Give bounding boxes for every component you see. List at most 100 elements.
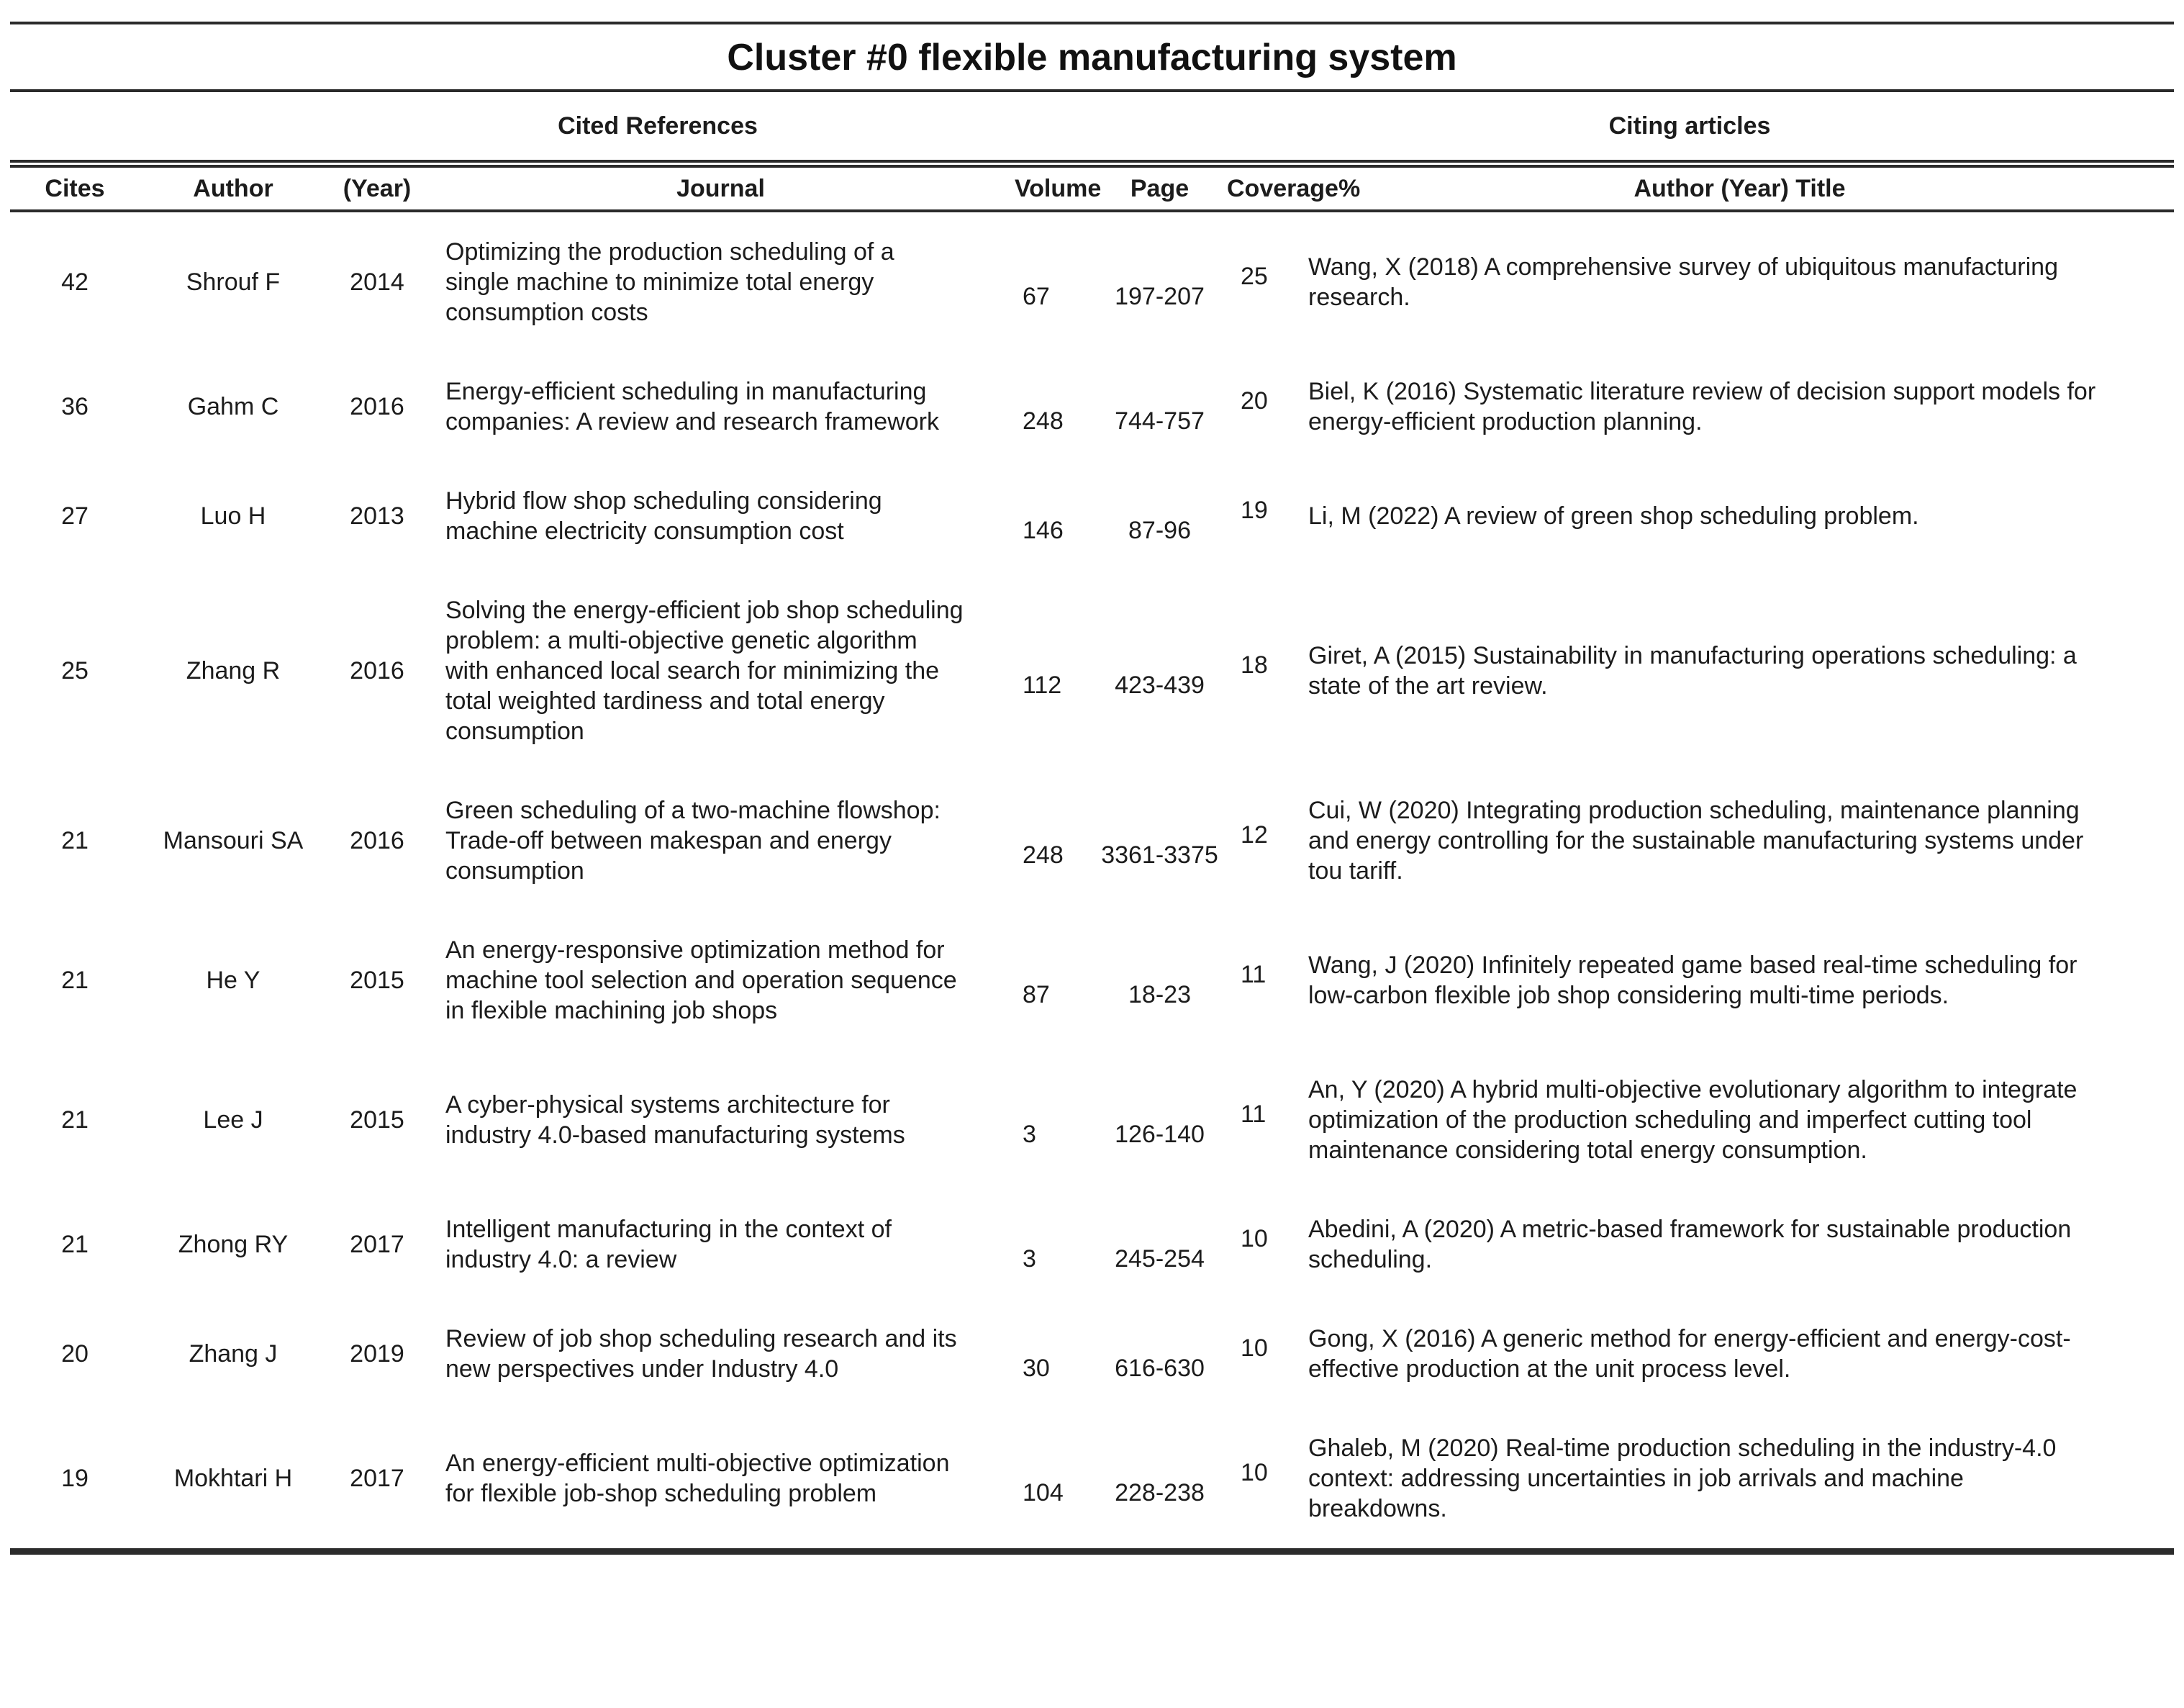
cited-reference-title: Intelligent manufacturing in the context… — [445, 1216, 892, 1273]
group-header-citing-articles: Citing articles — [1608, 112, 1771, 140]
cites-value: 19 — [61, 1465, 89, 1492]
cites-value: 36 — [61, 393, 89, 420]
column-header-coverage: Coverage% — [1226, 160, 1360, 212]
cited-reference-title: An energy-efficient multi-objective opti… — [445, 1450, 950, 1507]
citing-article: Ghaleb, M (2020) Real-time production sc… — [1308, 1434, 2057, 1522]
page-range: 18-23 — [1128, 981, 1191, 1008]
cited-reference-title: A cyber-physical systems architecture fo… — [445, 1091, 905, 1149]
cited-year: 2015 — [350, 967, 404, 994]
page-range: 744-757 — [1115, 407, 1205, 435]
table-row: 42 Shrouf F 2014 Optimizing the producti… — [10, 211, 2174, 352]
column-header-page: Page — [1093, 160, 1226, 212]
table-row: 36 Gahm C 2016 Energy-efficient scheduli… — [10, 352, 2174, 461]
cited-reference-title: Review of job shop scheduling research a… — [445, 1325, 957, 1383]
page-range: 197-207 — [1115, 283, 1205, 310]
table-row: 20 Zhang J 2019 Review of job shop sched… — [10, 1299, 2174, 1409]
references-table: Cited References Citing articles Cites A… — [10, 92, 2174, 1555]
cited-reference-title: Energy-efficient scheduling in manufactu… — [445, 378, 939, 435]
cited-author: Zhang J — [189, 1340, 278, 1368]
page-range: 616-630 — [1115, 1355, 1205, 1382]
page-range: 3361-3375 — [1101, 841, 1218, 869]
column-header-citing-author-year-title: Author (Year) Title — [1305, 160, 2174, 212]
cited-year: 2017 — [350, 1465, 404, 1492]
page-range: 245-254 — [1115, 1245, 1205, 1273]
table-row: 21 Lee J 2015 A cyber-physical systems a… — [10, 1050, 2174, 1190]
citing-article: An, Y (2020) A hybrid multi-objective ev… — [1308, 1076, 2077, 1164]
table-row: 19 Mokhtari H 2017 An energy-efficient m… — [10, 1409, 2174, 1552]
cites-value: 25 — [61, 657, 89, 684]
citing-article: Cui, W (2020) Integrating production sch… — [1308, 797, 2084, 885]
cites-value: 21 — [61, 967, 89, 994]
coverage-percent: 11 — [1241, 1101, 1267, 1128]
column-header-volume: Volume — [1014, 160, 1101, 212]
column-header-cites: Cites — [10, 160, 140, 212]
coverage-percent: 18 — [1241, 651, 1268, 679]
cited-year: 2016 — [350, 827, 404, 854]
cited-reference-title: An energy-responsive optimization method… — [445, 936, 957, 1024]
page-range: 423-439 — [1115, 672, 1205, 699]
cites-value: 20 — [61, 1340, 89, 1368]
coverage-percent: 19 — [1241, 497, 1268, 524]
cited-author: Zhang R — [186, 657, 281, 684]
cited-author: Mansouri SA — [163, 827, 304, 854]
volume-value: 87 — [1023, 981, 1050, 1008]
cited-author: Gahm C — [187, 393, 279, 420]
coverage-percent: 10 — [1241, 1225, 1268, 1252]
volume-value: 3 — [1023, 1245, 1036, 1273]
volume-value: 3 — [1023, 1121, 1036, 1148]
table-row: 21 He Y 2015 An energy-responsive optimi… — [10, 911, 2174, 1050]
cited-author: Shrouf F — [186, 268, 281, 296]
coverage-percent: 25 — [1241, 263, 1268, 290]
cited-year: 2016 — [350, 657, 404, 684]
cited-year: 2016 — [350, 393, 404, 420]
coverage-percent: 11 — [1241, 961, 1267, 988]
table-row: 27 Luo H 2013 Hybrid flow shop schedulin… — [10, 461, 2174, 571]
column-header-row: Cites Author (Year) Journal Volume Page … — [10, 160, 2174, 212]
cites-value: 21 — [61, 827, 89, 854]
volume-value: 30 — [1023, 1355, 1050, 1382]
cited-author: Luo H — [200, 502, 266, 530]
cited-reference-title: Optimizing the production scheduling of … — [445, 238, 894, 326]
volume-value: 67 — [1023, 283, 1050, 310]
cited-reference-title: Solving the energy-efficient job shop sc… — [445, 597, 964, 745]
column-header-author: Author — [140, 160, 327, 212]
cites-value: 21 — [61, 1231, 89, 1258]
page-range: 228-238 — [1115, 1479, 1205, 1506]
citing-article: Gong, X (2016) A generic method for ener… — [1308, 1325, 2071, 1383]
volume-value: 146 — [1023, 517, 1064, 544]
citing-article: Wang, X (2018) A comprehensive survey of… — [1308, 253, 2058, 311]
table-row: 21 Mansouri SA 2016 Green scheduling of … — [10, 771, 2174, 911]
volume-value: 248 — [1023, 407, 1064, 435]
cited-year: 2013 — [350, 502, 404, 530]
citing-article: Wang, J (2020) Infinitely repeated game … — [1308, 952, 2077, 1009]
column-header-year: (Year) — [327, 160, 427, 212]
cited-reference-title: Green scheduling of a two-machine flowsh… — [445, 797, 941, 885]
coverage-percent: 20 — [1241, 387, 1268, 415]
cites-value: 42 — [61, 268, 89, 296]
table-row: 25 Zhang R 2016 Solving the energy-effic… — [10, 571, 2174, 771]
page-range: 126-140 — [1115, 1121, 1205, 1148]
cited-year: 2015 — [350, 1106, 404, 1134]
cited-author: Lee J — [203, 1106, 263, 1134]
volume-value: 112 — [1023, 672, 1062, 699]
group-header-cited-references: Cited References — [558, 112, 758, 140]
group-header-row: Cited References Citing articles — [10, 92, 2174, 164]
cited-author: He Y — [206, 967, 260, 994]
cited-year: 2014 — [350, 268, 404, 296]
column-header-journal: Journal — [427, 160, 1014, 212]
cites-value: 27 — [61, 502, 89, 530]
cited-year: 2017 — [350, 1231, 404, 1258]
cited-author: Zhong RY — [178, 1231, 289, 1258]
cited-author: Mokhtari H — [173, 1465, 293, 1492]
volume-value: 248 — [1023, 841, 1064, 869]
citing-article: Giret, A (2015) Sustainability in manufa… — [1308, 642, 2077, 700]
coverage-percent: 10 — [1241, 1334, 1268, 1362]
cited-reference-title: Hybrid flow shop scheduling considering … — [445, 487, 882, 545]
citing-article: Abedini, A (2020) A metric-based framewo… — [1308, 1216, 2072, 1273]
volume-value: 104 — [1023, 1479, 1064, 1506]
table-title: Cluster #0 flexible manufacturing system — [727, 37, 1457, 78]
citing-article: Li, M (2022) A review of green shop sche… — [1308, 502, 1919, 530]
coverage-percent: 12 — [1241, 821, 1268, 849]
top-rule — [10, 22, 2174, 24]
